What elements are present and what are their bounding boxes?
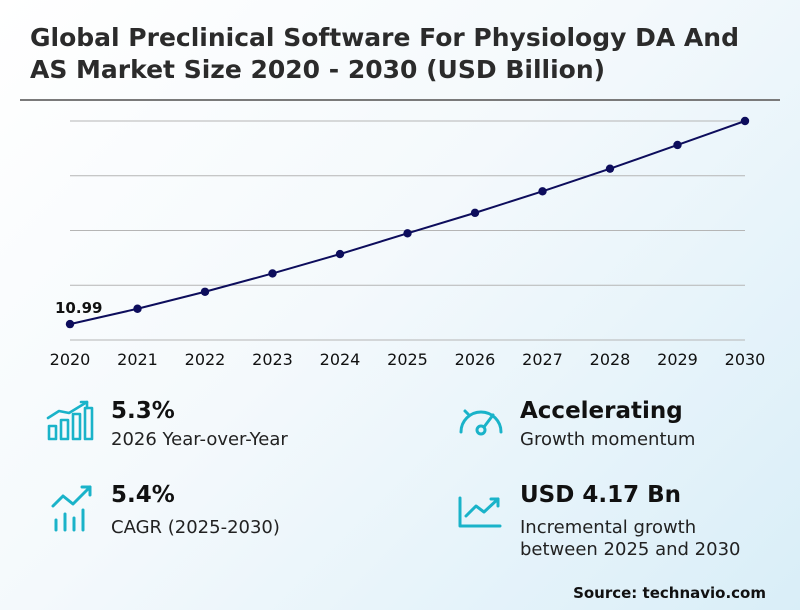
stat-incremental-value: USD 4.17 Bn xyxy=(520,482,681,508)
stat-momentum-label: Growth momentum xyxy=(520,429,696,450)
stat-incremental: USD 4.17 Bn Incremental growth between 2… xyxy=(456,482,786,562)
stat-yoy-label: 2026 Year-over-Year xyxy=(111,429,288,450)
x-tick-label: 2027 xyxy=(522,350,563,369)
line-chart-up-icon xyxy=(458,496,502,528)
title-divider xyxy=(20,99,780,101)
speedometer-icon xyxy=(459,409,503,436)
data-point xyxy=(470,208,480,218)
x-tick-label: 2020 xyxy=(50,350,91,369)
x-tick-label: 2030 xyxy=(725,350,766,369)
x-tick-label: 2022 xyxy=(185,350,226,369)
data-point xyxy=(65,319,75,329)
market-size-line-chart: 2020 2021 2022 2023 2024 2025 2026 2027 2028 2029… xyxy=(50,116,766,369)
data-point xyxy=(200,287,210,296)
x-tick-label: 2029 xyxy=(657,350,698,369)
stat-cagr-value: 5.4% xyxy=(111,482,175,508)
x-tick-label: 2026 xyxy=(455,350,496,369)
x-tick-label: 2021 xyxy=(117,350,158,369)
data-point xyxy=(133,304,142,313)
stat-cagr: 5.4% CAGR (2025-2030) xyxy=(50,482,390,542)
trend-up-bars-icon xyxy=(51,485,92,532)
x-tick-label: 2024 xyxy=(320,350,361,369)
data-point xyxy=(605,164,615,173)
data-point xyxy=(268,269,277,278)
data-point xyxy=(403,229,412,238)
data-point xyxy=(538,187,547,196)
x-tick-label: 2023 xyxy=(252,350,293,369)
series-line xyxy=(69,120,746,326)
stat-yoy: 5.3% 2026 Year-over-Year xyxy=(45,398,385,458)
stat-momentum-value: Accelerating xyxy=(520,398,683,424)
x-tick-label: 2028 xyxy=(590,350,631,369)
source-credit: Source: technavio.com xyxy=(573,584,766,602)
data-point xyxy=(335,249,345,259)
data-point xyxy=(673,140,682,150)
stat-cagr-label: CAGR (2025-2030) xyxy=(111,517,280,538)
x-tick-label: 2025 xyxy=(387,350,428,369)
stat-incremental-label-1: Incremental growth xyxy=(520,517,697,538)
stat-incremental-label-2: between 2025 and 2030 xyxy=(520,539,741,560)
bar-chart-growth-icon xyxy=(46,400,94,441)
data-point xyxy=(740,116,750,126)
stat-yoy-value: 5.3% xyxy=(111,398,175,424)
data-label: 10.99 xyxy=(55,299,102,317)
chart-title: Global Preclinical Software For Physiolo… xyxy=(30,23,739,84)
stat-momentum: Accelerating Growth momentum xyxy=(456,398,776,458)
